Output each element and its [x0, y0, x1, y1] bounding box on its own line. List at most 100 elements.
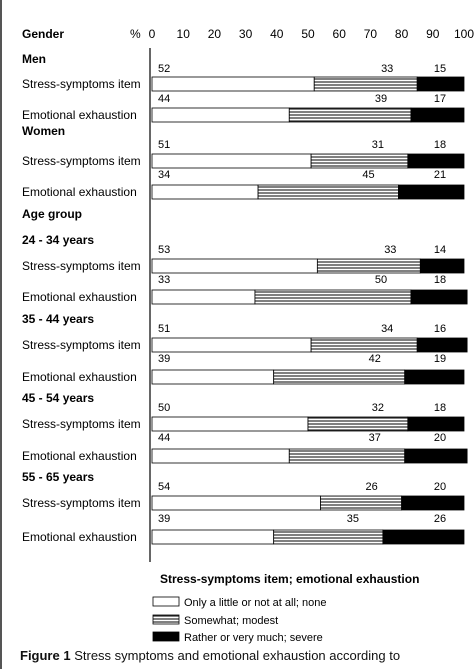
bar-segment-modest: [273, 529, 384, 545]
group-label: Men: [22, 52, 46, 66]
row-label: Emotional exhaustion: [22, 370, 137, 384]
data-label: 17: [434, 93, 446, 105]
legend-item-label: Only a little or not at all; none: [184, 597, 326, 609]
page-edge-line: [0, 0, 2, 669]
row-label: Emotional exhaustion: [22, 290, 137, 304]
data-label: 33: [384, 244, 396, 256]
data-label: 20: [434, 432, 446, 444]
x-tick-label: 50: [301, 27, 315, 41]
caption-label: Figure 1: [20, 648, 71, 663]
row-label: Stress-symptoms item: [22, 417, 141, 431]
data-label: 50: [158, 402, 170, 414]
bar-segment-none: [151, 495, 321, 511]
bar-segment-severe: [407, 416, 465, 432]
bar-segment-modest: [273, 369, 406, 385]
data-label: 18: [434, 139, 446, 151]
bar-segment-severe: [410, 289, 468, 305]
bar-segment-severe: [410, 107, 465, 123]
x-tick-label: 90: [426, 27, 440, 41]
row-label: Stress-symptoms item: [22, 496, 141, 510]
x-tick-label: 10: [177, 27, 191, 41]
data-label: 44: [158, 432, 170, 444]
group-label: 24 - 34 years: [22, 233, 94, 247]
gender-header: Gender: [22, 27, 64, 41]
bar-segment-modest: [288, 448, 406, 464]
data-label: 21: [434, 169, 446, 181]
bar-segment-severe: [401, 495, 465, 511]
chart-rows: Men Stress-symptoms item 52 33 15 Emotional e…: [22, 48, 468, 562]
legend-swatch: [152, 596, 180, 607]
bar-segment-none: [151, 448, 290, 464]
row-label: Stress-symptoms item: [22, 77, 141, 91]
data-label: 26: [365, 481, 377, 493]
bar-segment-severe: [404, 369, 465, 385]
x-tick-label: 80: [395, 27, 409, 41]
bar-segment-none: [151, 107, 290, 123]
data-label: 31: [372, 139, 384, 151]
data-label: 51: [158, 323, 170, 335]
bar-segment-modest: [316, 258, 421, 274]
bar-segment-severe: [404, 448, 468, 464]
data-label: 39: [158, 353, 170, 365]
bar-segment-none: [151, 76, 315, 92]
legend-item-label: Rather or very much; severe: [184, 632, 323, 644]
group-label: 45 - 54 years: [22, 391, 94, 405]
bar-segment-severe: [419, 258, 465, 274]
bar-segment-modest: [307, 416, 409, 432]
data-label: 33: [158, 274, 170, 286]
bar-segment-modest: [254, 289, 412, 305]
data-label: 20: [434, 481, 446, 493]
figure-caption: Figure 1 Stress symptoms and emotional e…: [20, 648, 400, 663]
x-tick-label: 100: [454, 27, 474, 41]
data-label: 39: [375, 93, 387, 105]
data-label: 19: [434, 353, 446, 365]
bar-segment-modest: [288, 107, 412, 123]
bar-segment-modest: [320, 495, 403, 511]
data-label: 39: [158, 513, 170, 525]
bar-segment-none: [151, 529, 275, 545]
row-label: Stress-symptoms item: [22, 338, 141, 352]
row-label: Emotional exhaustion: [22, 185, 137, 199]
bar-segment-severe: [416, 76, 465, 92]
row-label: Emotional exhaustion: [22, 530, 137, 544]
bar-segment-none: [151, 369, 275, 385]
x-axis-ticks: 0 10 20 30 40 50 60 70 80 90 100: [149, 27, 474, 41]
data-label: 52: [158, 63, 170, 75]
data-label: 54: [158, 481, 170, 493]
data-label: 42: [369, 353, 381, 365]
x-tick-label: 70: [364, 27, 378, 41]
data-label: 33: [381, 63, 393, 75]
bar-segment-none: [151, 184, 259, 200]
legend-title: Stress-symptoms item; emotional exhausti…: [160, 572, 419, 586]
row-label: Stress-symptoms item: [22, 154, 141, 168]
data-label: 15: [434, 63, 446, 75]
bar-segment-none: [151, 337, 312, 353]
bar-segment-modest: [257, 184, 399, 200]
group-label: 55 - 65 years: [22, 470, 94, 484]
legend-swatch: [152, 614, 180, 625]
bar-segment-none: [151, 258, 318, 274]
bar-segment-severe: [382, 529, 465, 545]
data-label: 45: [362, 169, 374, 181]
x-tick-label: 20: [208, 27, 222, 41]
legend: Stress-symptoms item; emotional exhausti…: [152, 572, 419, 644]
data-label: 16: [434, 323, 446, 335]
data-label: 32: [372, 402, 384, 414]
row-label: Emotional exhaustion: [22, 108, 137, 122]
data-label: 18: [434, 402, 446, 414]
percent-label: %: [130, 27, 141, 41]
data-label: 35: [347, 513, 359, 525]
bar-segment-severe: [407, 153, 465, 169]
group-label: Women: [22, 124, 65, 138]
group-label: Age group: [22, 207, 82, 221]
x-tick-label: 30: [239, 27, 253, 41]
legend-swatch: [152, 631, 180, 642]
data-label: 18: [434, 274, 446, 286]
data-label: 51: [158, 139, 170, 151]
data-label: 50: [375, 274, 387, 286]
data-label: 26: [434, 513, 446, 525]
group-label: 35 - 44 years: [22, 312, 94, 326]
data-label: 14: [434, 244, 446, 256]
bar-segment-modest: [310, 153, 409, 169]
bar-segment-modest: [310, 337, 418, 353]
